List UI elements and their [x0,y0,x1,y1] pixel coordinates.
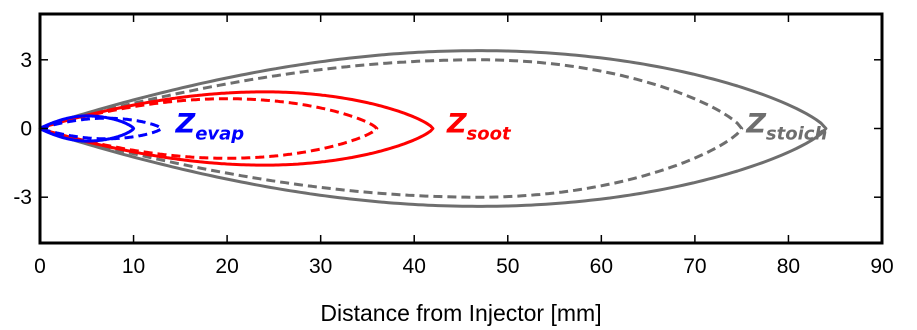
contour-evap-solid [38,114,136,143]
x-tick-label: 70 [683,255,706,278]
x-tick-label: 40 [403,255,426,278]
x-tick-label: 50 [496,255,519,278]
annotation-z-stoich: Zstoich [745,109,827,145]
annotation-z-evap: Zevap [175,109,245,145]
contour-soot-dashed [38,97,379,160]
y-tick-label: 3 [20,49,32,72]
contour-lines [38,49,828,208]
axis-ticks: 0 10 20 30 40 50 60 70 80 90 -3 0 3 [13,14,894,278]
x-tick-label: 0 [34,255,46,278]
contour-stoich-dashed [38,58,744,199]
x-tick-label: 10 [122,255,145,278]
x-tick-label: 30 [309,255,332,278]
contour-soot-solid [38,90,435,167]
contour-stoich-solid [38,49,828,208]
x-tick-label: 90 [870,255,893,278]
x-axis-label: Distance from Injector [mm] [320,300,601,326]
x-tick-label: 60 [590,255,613,278]
y-tick-label: -3 [13,186,32,209]
annotation-z-soot: Zsoot [446,109,512,145]
annotations: Zevap Zsoot Zstoich [175,109,828,145]
x-tick-label: 20 [215,255,238,278]
y-tick-label: 0 [20,118,32,141]
x-tick-label: 80 [777,255,800,278]
